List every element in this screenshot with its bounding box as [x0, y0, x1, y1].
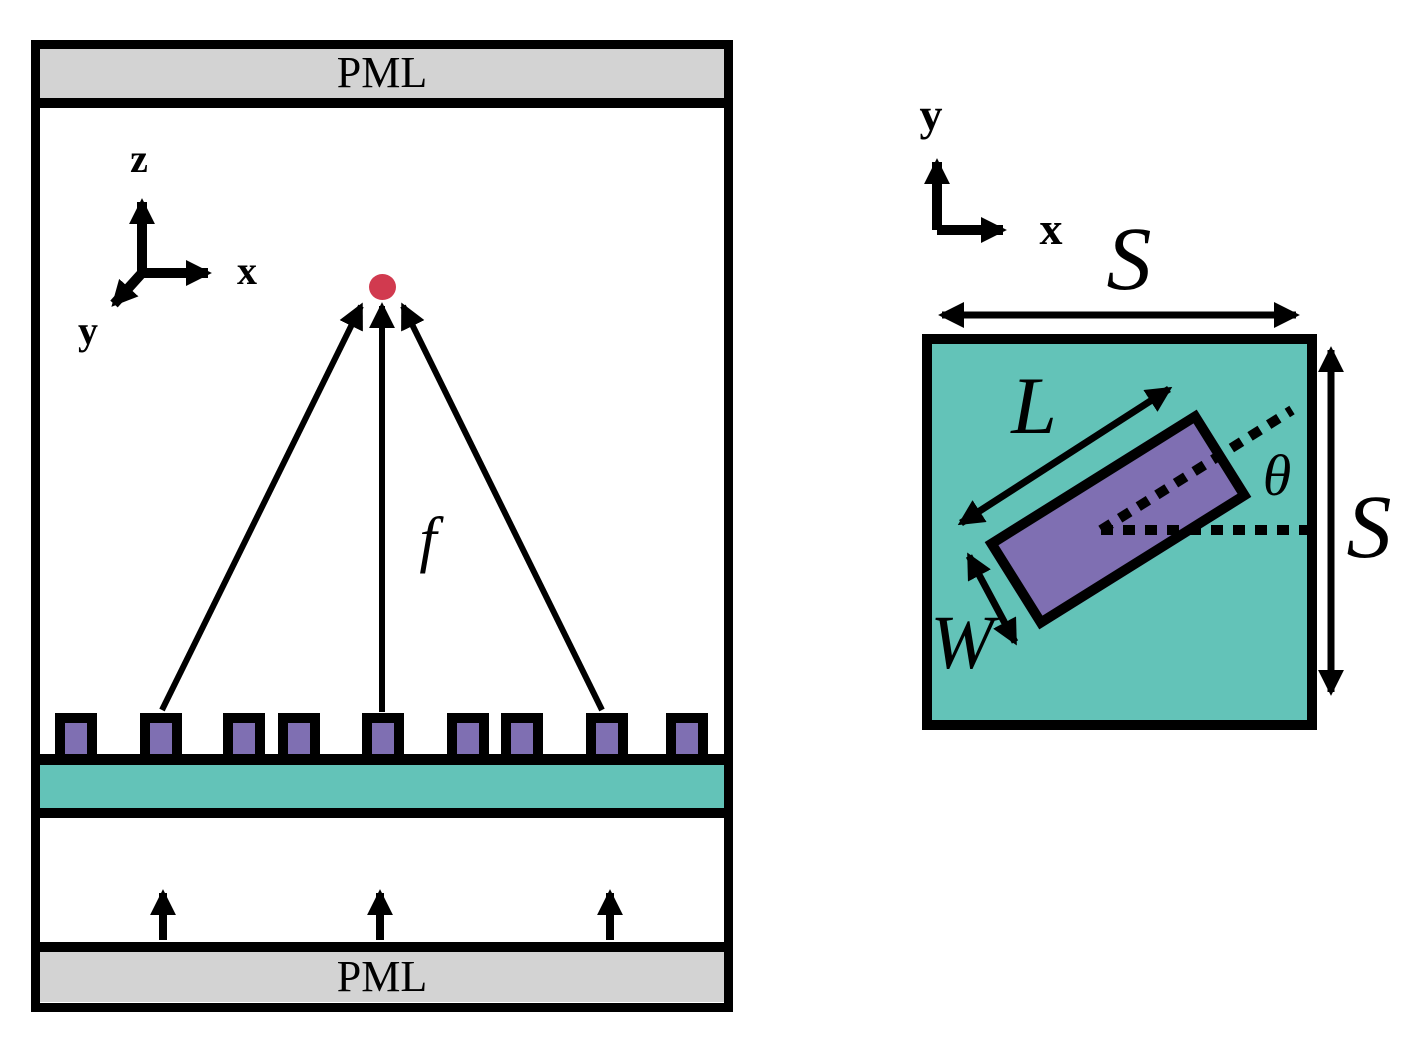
nanopillar-fill	[233, 723, 255, 754]
pml-top-border-line	[40, 98, 724, 108]
nanopillar	[55, 713, 97, 765]
pml-top-band	[40, 49, 724, 98]
nanopillar	[140, 713, 182, 765]
pml-bottom-band	[40, 952, 724, 1002]
nanopillar	[278, 713, 320, 765]
nanopillar-fill	[596, 723, 618, 754]
nanopillar-fill	[372, 723, 394, 754]
nanopillar	[501, 713, 543, 765]
nanopillar	[447, 713, 489, 765]
source-plane-line	[40, 942, 724, 952]
nanopillar-fill	[676, 723, 698, 754]
nanopillar-fill	[511, 723, 533, 754]
axis-z-label: z	[130, 136, 148, 181]
nanopillar-fill	[150, 723, 172, 754]
axis-y-label-left: y	[78, 308, 98, 353]
length-label: L	[1011, 360, 1057, 451]
pml-bottom-label: PML	[336, 952, 428, 1001]
nanopillar-fill	[288, 723, 310, 754]
right-axes	[924, 158, 1007, 243]
focal-point-dot	[369, 274, 396, 300]
focal-length-label: f	[419, 506, 437, 574]
nanopillar	[223, 713, 265, 765]
period-label-right: S	[1346, 478, 1392, 577]
rotation-angle-label: θ	[1262, 443, 1292, 508]
nanopillar-fill	[65, 723, 87, 754]
nanopillar	[666, 713, 708, 765]
simulation-domain-box	[31, 40, 733, 1012]
nanopillar	[362, 713, 404, 765]
axis-y-label-right: y	[919, 89, 943, 140]
axis-x-label-right: x	[1039, 203, 1063, 254]
period-label-top: S	[1106, 210, 1152, 309]
nanopillar-fill	[457, 723, 479, 754]
width-label: W	[930, 601, 994, 685]
axis-x-label-left: x	[237, 248, 257, 293]
pml-top-label: PML	[336, 48, 428, 97]
substrate-bottom-line	[40, 808, 724, 818]
substrate-band	[40, 765, 724, 808]
nanopillar	[586, 713, 628, 765]
